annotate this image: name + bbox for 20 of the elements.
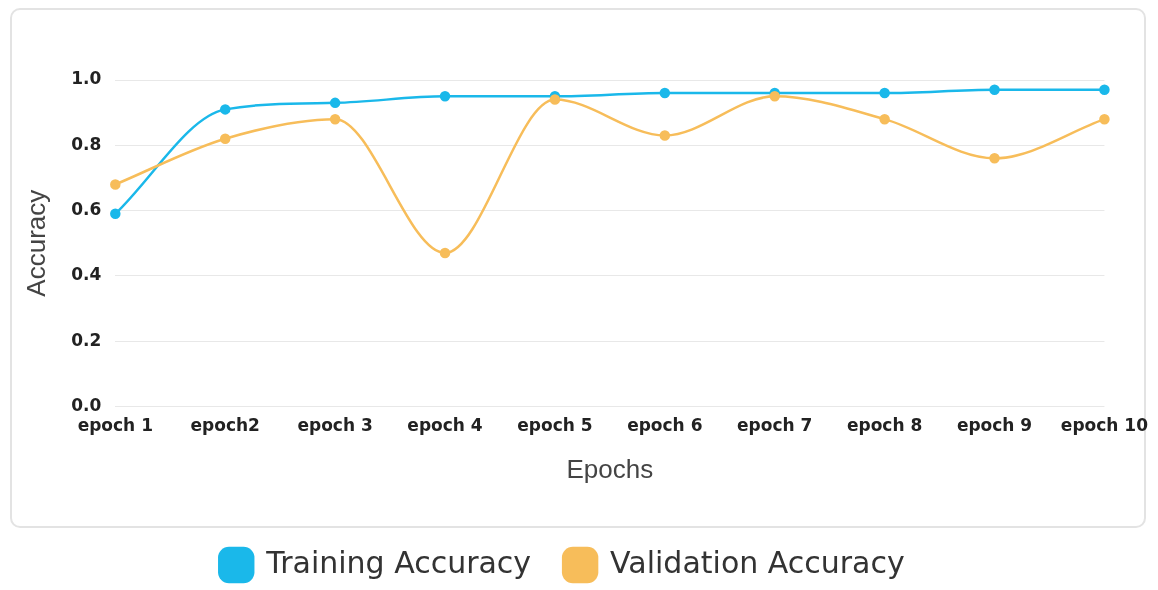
x-tick-label: epoch 8 [846, 415, 923, 436]
x-tick-label: epoch 7 [737, 415, 813, 436]
y-tick-label: 1.0 [71, 68, 102, 89]
y-tick-label: 0.4 [71, 264, 102, 285]
x-tick-label: epoch 4 [407, 415, 483, 436]
legend-label: Validation Accuracy [610, 544, 905, 580]
x-tick-label: epoch 6 [627, 415, 703, 436]
legend-label: Training Accuracy [265, 544, 532, 580]
y-tick-label: 0.6 [71, 198, 102, 219]
y-tick-label: 0.2 [71, 329, 102, 350]
x-tick-label: epoch2 [190, 415, 260, 436]
y-axis-title: Accuracy [20, 189, 51, 297]
x-tick-label: epoch 1 [77, 415, 153, 436]
x-tick-label: epoch 5 [517, 415, 593, 436]
x-tick-label: epoch 9 [956, 415, 1033, 436]
x-tick-label: epoch 3 [297, 415, 373, 436]
x-tick-label: epoch 10 [1060, 415, 1149, 436]
y-tick-label: 0.8 [71, 133, 102, 154]
y-tick-label: 0.0 [71, 394, 102, 415]
x-axis-title: Epochs [566, 453, 654, 484]
